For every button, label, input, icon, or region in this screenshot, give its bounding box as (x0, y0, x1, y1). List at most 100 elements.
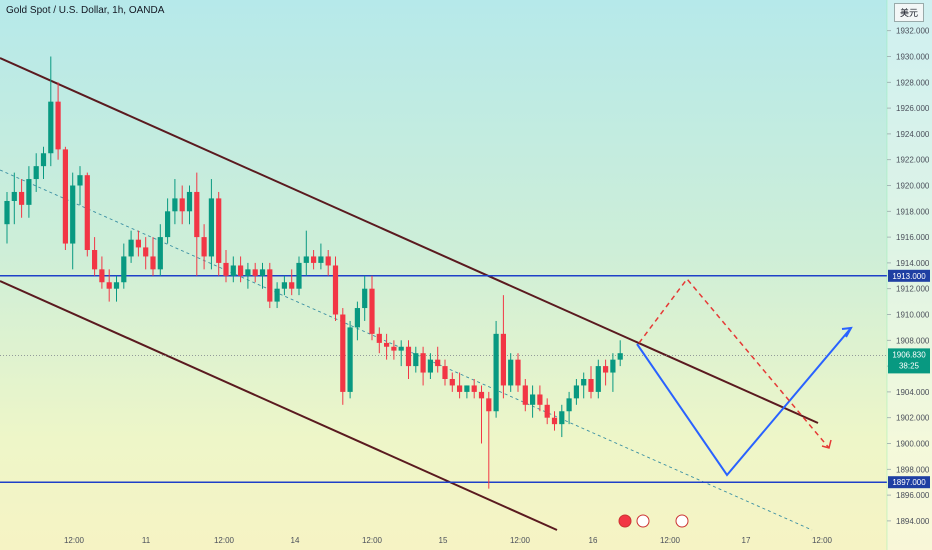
price-tick-label: 1916.000 (896, 233, 930, 242)
candle-body (391, 346, 397, 351)
candle-body (508, 359, 514, 386)
time-axis-label: 15 (439, 536, 448, 545)
drawings (0, 57, 887, 531)
candle-body (486, 398, 492, 412)
candle-body (471, 385, 477, 392)
currency-button[interactable]: 美元 (893, 3, 924, 22)
price-tick-label: 1904.000 (896, 388, 930, 397)
candle-body (216, 198, 222, 263)
candle-body (62, 149, 68, 244)
candle-body (354, 308, 360, 328)
candle-body (143, 247, 149, 257)
price-tick-label: 1894.000 (896, 517, 930, 526)
level-price-badge (888, 476, 930, 489)
chart-title: Gold Spot / U.S. Dollar, 1h, OANDA (6, 5, 165, 16)
candle-body (252, 269, 258, 276)
countdown-label: 38:25 (899, 361, 920, 370)
candle-body (99, 269, 105, 283)
price-tick-label: 1896.000 (896, 491, 930, 500)
price-tick-label: 1898.000 (896, 465, 930, 474)
candle-body (267, 269, 273, 302)
candle-body (405, 346, 412, 367)
time-axis-label: 14 (291, 536, 300, 545)
candle-body (332, 265, 339, 315)
projection-path-blue (636, 327, 852, 477)
candle-body (340, 314, 346, 392)
channel-upper-line (0, 57, 819, 424)
candle-body (121, 256, 127, 283)
candle-body (384, 342, 390, 347)
price-tick-label: 1918.000 (896, 207, 930, 216)
candle-body (544, 404, 550, 418)
candle-body (581, 379, 587, 386)
candle-body (362, 288, 368, 309)
candle-body (11, 191, 17, 201)
time-axis-label: 17 (742, 536, 751, 545)
candle-body (442, 366, 448, 379)
time-axis-label: 12:00 (362, 536, 383, 545)
candle-body (201, 237, 207, 257)
candle-body (208, 198, 214, 257)
candle-body (4, 200, 10, 225)
candle-body (157, 237, 163, 270)
candle-body (179, 198, 185, 212)
candle-body (500, 333, 506, 386)
price-tick-label: 1928.000 (896, 78, 930, 87)
candle-body (617, 353, 623, 360)
candle-body (113, 282, 120, 289)
projection-path-red (638, 277, 830, 449)
time-axis-label: 12:00 (214, 536, 235, 545)
candle-body (573, 385, 579, 399)
price-tick-label: 1914.000 (896, 259, 930, 268)
candle-body (245, 269, 251, 276)
candle-body (435, 359, 441, 367)
price-tick-label: 1924.000 (896, 130, 930, 139)
price-tick-label: 1930.000 (896, 53, 930, 62)
price-tick-label: 1902.000 (896, 414, 930, 423)
candle-body (478, 391, 485, 399)
candle-body (48, 101, 54, 154)
candle-body (77, 175, 83, 186)
channel-lower-line (0, 280, 558, 531)
candle-body (551, 417, 558, 425)
time-axis-label: 11 (142, 536, 151, 545)
candle-body (230, 265, 236, 276)
candle-body (413, 353, 419, 367)
event-flag-icon (636, 514, 650, 528)
candle-body (457, 385, 463, 392)
candle-body (559, 411, 565, 425)
candle-body (194, 191, 200, 238)
candle-body (515, 359, 521, 386)
price-tick-label: 1932.000 (896, 27, 930, 36)
candle-body (296, 262, 302, 289)
candle-body (398, 346, 404, 351)
candle-body (427, 359, 433, 373)
candle-body (150, 256, 156, 270)
event-flag-icon (675, 514, 689, 528)
candlestick-series (4, 56, 623, 489)
time-axis-label: 16 (589, 536, 598, 545)
candle-body (493, 333, 499, 412)
current-price-badge (888, 348, 930, 374)
candle-body (186, 191, 193, 212)
candle-body (530, 394, 536, 405)
time-axis-label: 12:00 (510, 536, 531, 545)
price-tick-label: 1920.000 (896, 182, 930, 191)
candle-body (420, 353, 426, 373)
time-axis-label: 12:00 (812, 536, 833, 545)
candle-body (55, 101, 61, 150)
candle-body (70, 185, 76, 244)
candle-body (92, 250, 98, 270)
candle-body (303, 256, 309, 263)
candle-body (259, 269, 266, 276)
candle-body (40, 153, 47, 167)
current-price-label: 1906.830 (892, 350, 926, 359)
candle-body (19, 191, 25, 205)
candle-body (311, 256, 317, 263)
candle-body (26, 179, 32, 205)
candle-body (318, 256, 324, 263)
candle-body (522, 385, 528, 405)
price-tick-label: 1900.000 (896, 440, 930, 449)
